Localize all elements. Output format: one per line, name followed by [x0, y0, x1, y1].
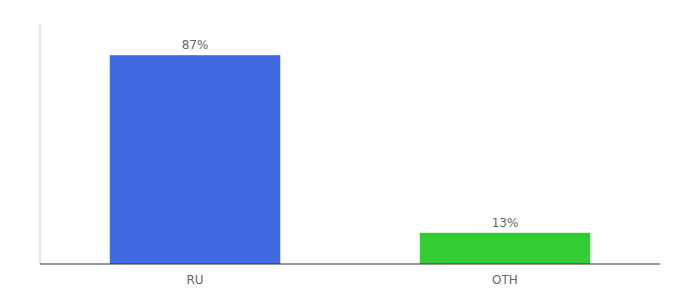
x-axis-line: [40, 264, 660, 265]
data-label: 13%: [492, 216, 519, 230]
x-tick-label: RU: [186, 273, 203, 287]
x-tick-label: OTH: [492, 273, 518, 287]
bars: [110, 55, 591, 264]
data-label: 87%: [182, 38, 209, 52]
chart: 87% 13% RU OTH: [0, 0, 680, 300]
bar: [420, 233, 591, 264]
chart-container: 87% 13% RU OTH: [0, 0, 680, 300]
y-axis-line: [40, 24, 41, 264]
bar: [110, 55, 281, 264]
